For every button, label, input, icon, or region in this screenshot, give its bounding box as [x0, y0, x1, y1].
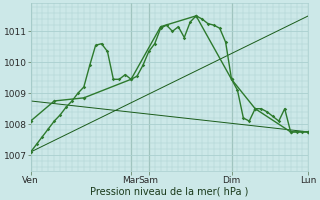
- X-axis label: Pression niveau de la mer( hPa ): Pression niveau de la mer( hPa ): [90, 187, 249, 197]
